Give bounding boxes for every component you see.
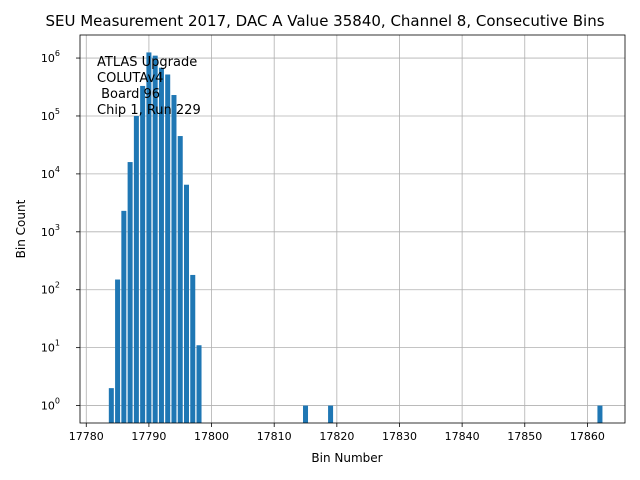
bar [152,55,158,423]
bar [158,67,164,424]
y-tick-label: 105 [41,107,60,123]
x-tick-label: 17800 [194,430,229,443]
x-tick-label: 17850 [507,430,542,443]
bar [328,405,334,423]
bar [140,85,146,423]
bars [108,52,603,424]
x-tick-label: 17820 [319,430,354,443]
x-tick-label: 17810 [257,430,292,443]
annotation-line: COLUTAv4 [97,71,163,86]
bar [133,115,139,424]
bar [127,162,133,423]
bar [165,74,171,424]
bar [183,184,189,423]
plot-frame [79,34,626,424]
bar [177,136,183,424]
x-tick-label: 17780 [69,430,104,443]
annotation-line: Board 96 [97,87,160,102]
x-axis: 17780 17790 17800 17810 17820 17830 17840 17850… [69,423,605,443]
annotation-line: ATLAS Upgrade [97,55,197,70]
bar [115,279,121,423]
bar [303,405,309,423]
bar [196,345,202,423]
y-axis: 100 101 102 103 104 105 106 [41,49,80,413]
y-tick-label: 101 [41,339,60,355]
x-tick-label: 17860 [570,430,605,443]
y-axis-label: Bin Count [14,199,28,258]
chart-title: SEU Measurement 2017, DAC A Value 35840,… [45,12,604,30]
x-tick-label: 17840 [445,430,480,443]
y-tick-label: 100 [41,397,60,413]
grid [80,35,625,423]
y-tick-label: 102 [41,281,60,297]
bar [171,95,177,424]
bar [146,52,152,424]
bar [121,210,127,423]
bar [597,405,603,423]
annotation-line: Chip 1, Run 229 [97,103,201,118]
y-tick-label: 106 [41,49,60,65]
bar [108,388,114,423]
x-tick-label: 17830 [382,430,417,443]
y-tick-label: 103 [41,223,60,239]
y-tick-label: 104 [41,165,60,181]
x-tick-label: 17790 [131,430,166,443]
x-axis-label: Bin Number [311,451,382,465]
bar [190,274,196,423]
